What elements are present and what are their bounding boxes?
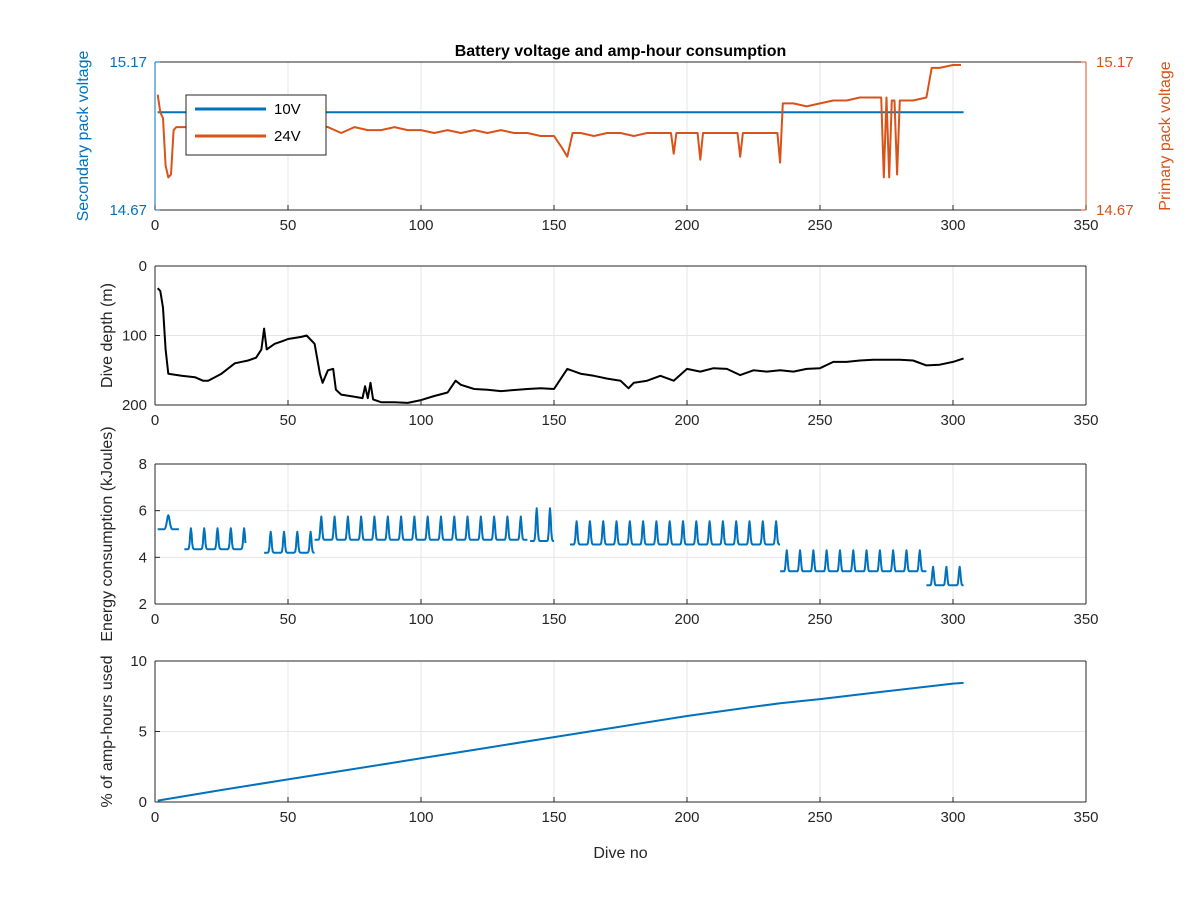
y-tick-label: 4 [139,549,147,566]
y-tick-label: 200 [122,397,147,414]
x-tick-label: 100 [408,611,433,628]
x-tick-label: 200 [674,611,699,628]
series-line-segment [157,514,180,531]
y-tick-label: 10 [130,653,147,670]
chart-title: Battery voltage and amp-hour consumption [455,43,787,60]
x-tick-label: 0 [151,217,159,234]
x-tick-label: 50 [280,217,297,234]
x-tick-label: 300 [940,412,965,429]
legend-box [185,94,327,156]
series-line-segment [779,549,927,573]
x-tick-label: 100 [408,217,433,234]
y-tick-label: 0 [139,794,147,811]
y-axis-label: Energy consumption (kJoules) [99,426,116,641]
series-line-segment [263,530,315,554]
x-tick-label: 200 [674,217,699,234]
x-tick-label: 150 [541,611,566,628]
x-tick-label: 200 [674,809,699,826]
x-tick-label: 350 [1073,217,1098,234]
series-line-segment [183,527,247,551]
y-axis-label: % of amp-hours used [99,655,116,807]
series-group [157,681,964,802]
y-tick-label: 14.67 [109,202,147,219]
x-tick-label: 250 [807,412,832,429]
x-tick-label: 0 [151,412,159,429]
x-tick-label: 250 [807,611,832,628]
legend-label: 24V [274,128,301,145]
x-tick-label: 100 [408,809,433,826]
x-tick-label: 200 [674,412,699,429]
series-line-segment [314,515,528,541]
panel-2: 0 50 100 150 200 250 300 350 0 100 200 Dive depth (… [99,258,1099,429]
y-axis-label-left: Secondary pack voltage [75,51,92,222]
legend-label: 10V [274,101,301,118]
x-tick-label: 250 [807,809,832,826]
x-tick-label: 0 [151,809,159,826]
x-tick-label: 50 [280,412,297,429]
legend: 10V 24V [185,94,327,156]
y-tick-label: 6 [139,503,147,520]
x-axis-label: Dive no [593,845,647,862]
series-line [156,287,964,404]
y-tick-label: 0 [139,258,147,275]
x-tick-label: 150 [541,217,566,234]
panel-3: 0 50 100 150 200 250 300 350 2 4 6 8 Energy consumpt… [99,426,1099,641]
y-tick-label: 15.17 [109,54,147,71]
x-tick-label: 300 [940,809,965,826]
x-tick-label: 350 [1073,809,1098,826]
y-tick-label: 100 [122,328,147,345]
y-tick-label-right: 14.67 [1096,202,1134,219]
y-axis-label-right: Primary pack voltage [1157,61,1174,210]
series-group [157,507,964,587]
x-tick-label: 300 [940,217,965,234]
y-tick-label: 8 [139,456,147,473]
panel-4: 0 50 100 150 200 250 300 350 0 5 10 % of amp-hours … [99,653,1099,862]
x-tick-label: 350 [1073,412,1098,429]
series-line-segment [529,507,555,542]
x-tick-label: 150 [541,412,566,429]
x-tick-label: 100 [408,412,433,429]
panel-1: 0 50 100 150 200 250 300 35014.6715.1714.6715.1… [75,43,1174,234]
x-tick-label: 350 [1073,611,1098,628]
x-tick-label: 150 [541,809,566,826]
series-group [156,287,964,404]
plot-area [155,464,1086,604]
y-axis-label: Dive depth (m) [99,283,116,388]
series-line [157,681,964,802]
x-tick-label: 0 [151,611,159,628]
series-line-segment [569,520,781,546]
y-tick-label: 2 [139,596,147,613]
x-tick-label: 50 [280,809,297,826]
x-tick-label: 50 [280,611,297,628]
x-tick-label: 300 [940,611,965,628]
y-tick-label-right: 15.17 [1096,54,1134,71]
y-tick-label: 5 [139,724,147,741]
series-line-segment [926,565,964,587]
x-tick-label: 250 [807,217,832,234]
